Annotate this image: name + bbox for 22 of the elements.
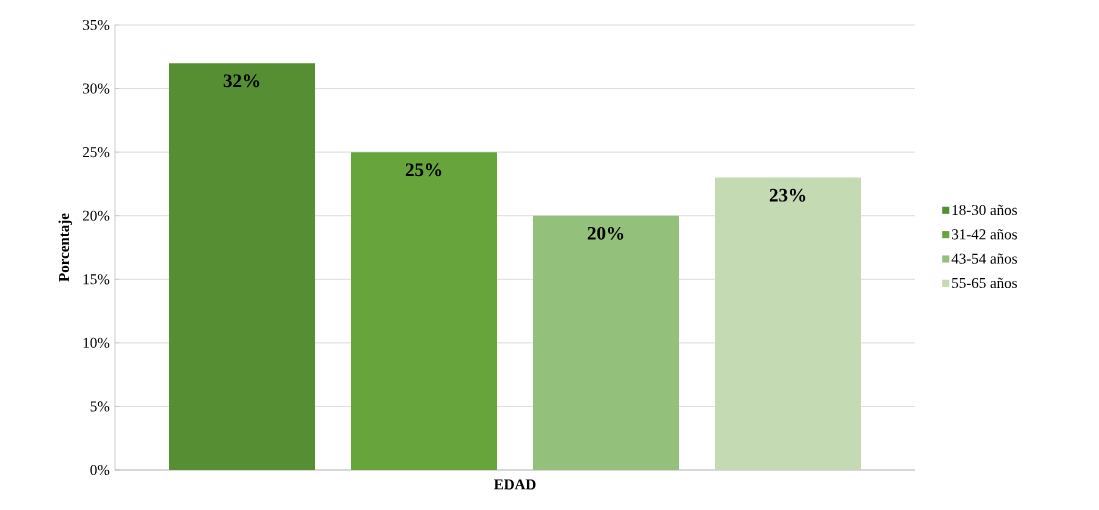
y-axis-title: Porcentaje: [58, 213, 73, 282]
y-tick-label: 35%: [83, 19, 110, 31]
y-tick-label: 10%: [83, 337, 110, 348]
legend-label: 55-65 años: [952, 277, 1017, 289]
bar: [533, 215, 679, 470]
data-label: 23%: [769, 188, 806, 202]
bar: [169, 63, 315, 470]
x-axis-title: EDAD: [494, 479, 536, 490]
legend-label: 43-54 años: [951, 253, 1017, 264]
data-label: 25%: [405, 163, 442, 177]
legend-label: 18-30 años: [952, 204, 1017, 216]
data-label: 20%: [587, 226, 624, 240]
bar: [351, 152, 497, 470]
y-tick-label: 30%: [83, 83, 110, 94]
y-tick-label: 0%: [90, 464, 110, 476]
y-tick-label: 5%: [90, 401, 110, 412]
y-tick-label: 20%: [82, 210, 110, 221]
y-tick-label: 15%: [83, 274, 110, 285]
bar: [715, 177, 862, 470]
legend-label: 31-42 años: [951, 229, 1017, 240]
y-tick-label: 25%: [82, 147, 110, 158]
data-label: 32%: [223, 74, 260, 88]
